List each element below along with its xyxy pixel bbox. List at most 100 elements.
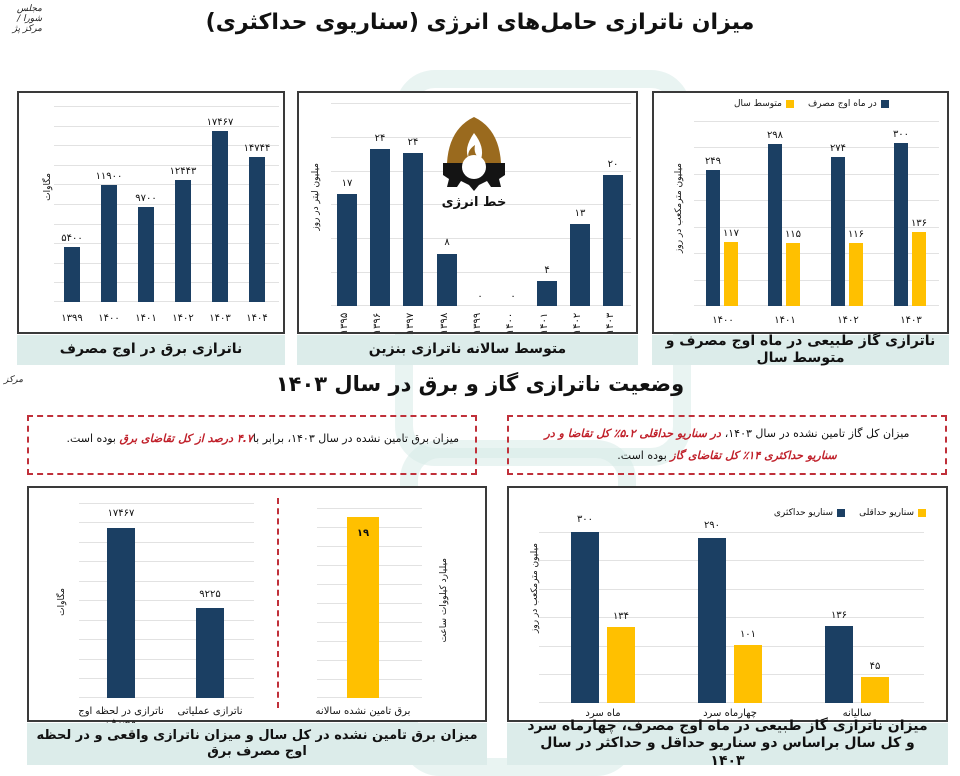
bar-1402 bbox=[570, 224, 590, 306]
bar-peak-imbalance bbox=[107, 528, 135, 698]
x-tick: ۱۴۰۱ bbox=[539, 312, 551, 335]
value-label: ۱۳۶ bbox=[910, 218, 928, 229]
bar-1404 bbox=[249, 157, 265, 302]
x-tick: ۱۳۹۵ bbox=[339, 312, 351, 335]
bar-1401-peak bbox=[768, 144, 782, 306]
x-tick: ۱۴۰۱ bbox=[774, 315, 796, 326]
value-label: ۲۰ bbox=[607, 159, 619, 170]
x-tick: ۱۳۹۸ bbox=[439, 312, 451, 335]
value-label: ۲۴۹ bbox=[704, 156, 722, 167]
chart-gas-1403-scenarios: سناریو حداقلی سناریو حداکثری میلیون مترم… bbox=[507, 486, 948, 722]
y-axis-label: میلیون مترمکعب در روز bbox=[674, 163, 684, 253]
x-tick: ناترازی عملیاتی bbox=[177, 706, 243, 717]
bar-1402-avg bbox=[849, 243, 863, 306]
value-label: ۱۳۴ bbox=[612, 611, 630, 622]
bar-cold-month-min bbox=[607, 627, 635, 703]
chart-legend: سناریو حداقلی سناریو حداکثری bbox=[774, 508, 926, 518]
value-label: ۱۴۷۴۴ bbox=[243, 143, 271, 154]
bar-1403 bbox=[603, 175, 623, 306]
plot-area: ۳۰۰ ۱۳۴ ۲۹۰ ۱۰۱ ۱۳۶ ۴۵ bbox=[539, 514, 924, 703]
bar-1400-avg bbox=[724, 242, 738, 306]
plot-area-right: ۱۹ bbox=[317, 508, 422, 698]
y-axis-label-left: مگاوات bbox=[57, 588, 67, 616]
x-tick: ۱۴۰۰ bbox=[712, 315, 734, 326]
bar-1401-avg bbox=[786, 243, 800, 306]
bar-1395 bbox=[337, 194, 357, 306]
value-label: ۰ bbox=[510, 291, 516, 302]
x-tick: ۱۴۰۳ bbox=[900, 315, 922, 326]
x-tick: چهارماه سرد bbox=[703, 708, 757, 719]
x-tick: برق تامین نشده سالانه bbox=[315, 706, 411, 717]
gear-flame-icon bbox=[443, 117, 505, 191]
value-label: ۱۰۱ bbox=[739, 629, 757, 640]
bar-1402 bbox=[175, 180, 191, 302]
bar-1402-peak bbox=[831, 157, 845, 306]
bar-1396 bbox=[370, 149, 390, 306]
value-label: ۱۱۹۰۰ bbox=[95, 171, 123, 182]
value-label: ۱۷۴۶۷ bbox=[107, 508, 135, 519]
caption-gasoline: متوسط سالانه ناترازی بنزین bbox=[297, 335, 638, 365]
value-label: ۱۱۵ bbox=[784, 229, 802, 240]
note-power: میزان برق تامین نشده در سال ۱۴۰۳، برابر … bbox=[27, 415, 477, 475]
value-label: ۰ bbox=[477, 291, 483, 302]
handwritten-note-mid: مرکز bbox=[4, 375, 24, 385]
legend-max: سناریو حداکثری bbox=[774, 508, 846, 518]
note-gas: میزان کل گاز تامین نشده در سال ۱۴۰۳، در … bbox=[507, 415, 947, 475]
legend-swatch-gold bbox=[785, 99, 794, 108]
value-label: ۱۷۴۶۷ bbox=[206, 117, 234, 128]
value-label: ۲۹۰ bbox=[703, 520, 721, 531]
chart-power-1403: مگاوات ۱۷۴۶۷ ۹۲۲۵ ناترازی در لحظه اوج مص… bbox=[27, 486, 487, 728]
value-label: ۸ bbox=[444, 237, 450, 248]
caption-power-peak: ناترازی برق در اوج مصرف bbox=[17, 335, 285, 365]
logo-khat-energy: خط انرژی bbox=[439, 115, 509, 215]
bar-1398 bbox=[437, 254, 457, 306]
plot-area: ۱۷ ۲۴ ۲۴ ۸ ۰ ۰ ۴ ۱۳ ۲۰ bbox=[331, 103, 631, 306]
value-label: ۲۴ bbox=[407, 137, 419, 148]
x-tick: ناترازی در لحظه اوج مصرف bbox=[78, 706, 164, 728]
bar-1400 bbox=[101, 185, 117, 302]
legend-avg: متوسط سال bbox=[734, 99, 794, 109]
value-label: ۱۳۶ bbox=[830, 610, 848, 621]
chart-legend: در ماه اوج مصرف متوسط سال bbox=[734, 99, 889, 109]
caption-power-1403: میزان برق تامین نشده در کل سال و میزان ن… bbox=[27, 723, 487, 765]
legend-min: سناریو حداقلی bbox=[859, 508, 926, 518]
page-title: میزان ناترازی حامل‌های انرژی (سناریوی حد… bbox=[205, 10, 755, 35]
plot-area-left: ۱۷۴۶۷ ۹۲۲۵ bbox=[79, 503, 254, 698]
bar-1399 bbox=[64, 247, 80, 302]
value-label: ۵۴۰۰ bbox=[61, 233, 83, 244]
value-label: ۴ bbox=[544, 265, 550, 276]
logo-text: خط انرژی bbox=[441, 195, 507, 210]
chart-gas-peak-avg: در ماه اوج مصرف متوسط سال میلیون مترمکعب… bbox=[652, 91, 949, 334]
y-axis-label: میلیون لیتر در روز bbox=[311, 163, 321, 231]
bar-operational-imbalance bbox=[196, 608, 224, 698]
bar-1401 bbox=[537, 281, 557, 306]
x-tick: ۱۳۹۹ bbox=[472, 312, 484, 335]
x-tick: ۱۳۹۶ bbox=[372, 312, 384, 335]
legend-swatch-navy bbox=[837, 508, 846, 517]
x-tick: سالیانه bbox=[842, 708, 872, 719]
x-tick: ماه سرد bbox=[585, 708, 621, 719]
plot-area: ۵۴۰۰ ۱۱۹۰۰ ۹۷۰۰ ۱۲۴۴۳ ۱۷۴۶۷ ۱۴۷۴۴ bbox=[54, 106, 279, 302]
bar-1403 bbox=[212, 131, 228, 302]
bar-annual-unsupplied bbox=[347, 517, 379, 698]
bar-1403-peak bbox=[894, 143, 908, 306]
x-tick: ۱۳۹۹ bbox=[61, 313, 83, 324]
handwritten-note: مجلس شورا / مرکز پژ bbox=[12, 4, 42, 34]
value-label: ۹۷۰۰ bbox=[135, 193, 157, 204]
x-tick: ۱۴۰۲ bbox=[572, 312, 584, 335]
caption-gas-peak-avg: ناترازی گاز طبیعی در ماه اوج مصرف و متوس… bbox=[652, 333, 949, 366]
x-tick: ۱۴۰۱ bbox=[135, 313, 157, 324]
value-label: ۳۰۰ bbox=[892, 129, 910, 140]
x-tick: ۱۴۰۳ bbox=[209, 313, 231, 324]
value-label: ۳۰۰ bbox=[576, 514, 594, 525]
chart-power-peak: مگاوات ۵۴۰۰ ۱۱۹۰۰ ۹۷۰۰ ۱۲۴۴۳ ۱۷۴۶۷ ۱۴۷۴۴… bbox=[17, 91, 285, 334]
bar-1403-avg bbox=[912, 232, 926, 306]
x-tick: ۱۴۰۰ bbox=[505, 312, 517, 335]
bar-annual-max bbox=[825, 626, 853, 703]
value-label: ۲۹۸ bbox=[766, 130, 784, 141]
x-tick: ۱۴۰۰ bbox=[98, 313, 120, 324]
legend-peak: در ماه اوج مصرف bbox=[808, 99, 889, 109]
value-label: ۱۷ bbox=[341, 178, 353, 189]
legend-swatch-navy bbox=[880, 99, 889, 108]
bar-1400-peak bbox=[706, 170, 720, 306]
